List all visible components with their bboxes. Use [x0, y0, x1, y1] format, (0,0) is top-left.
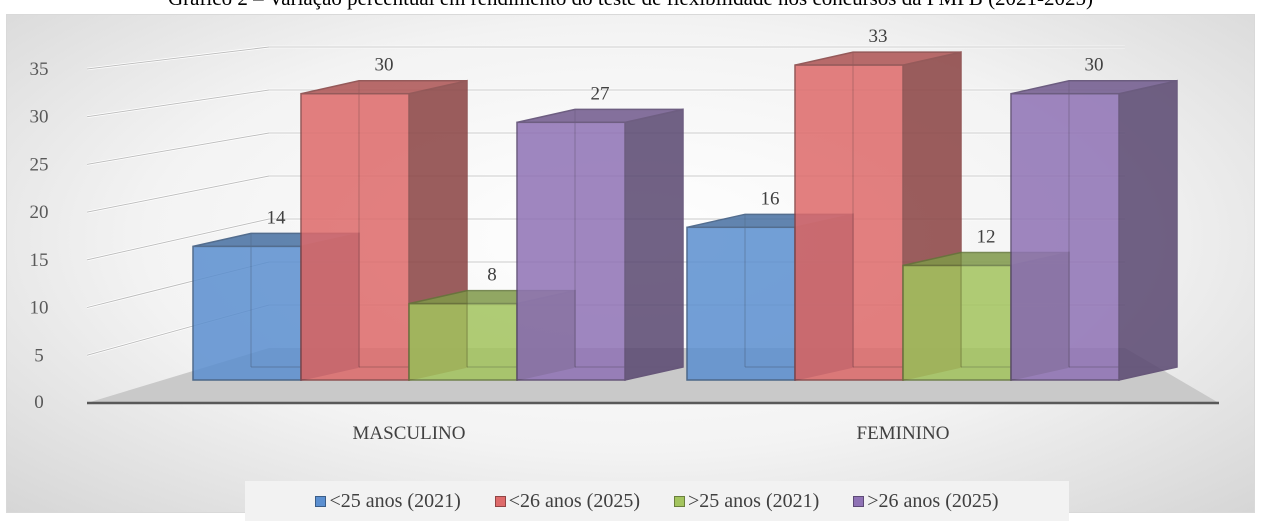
gridline-side [86, 89, 270, 118]
data-label: 30 [1085, 55, 1104, 76]
gridline-side [86, 218, 270, 261]
x-tick-label: MASCULINO [353, 423, 466, 444]
gridline-side [86, 132, 270, 165]
bar [516, 108, 684, 381]
bar-front [686, 226, 796, 381]
data-label: 16 [761, 188, 780, 209]
legend-swatch [674, 495, 685, 507]
legend-label: >26 anos (2025) [867, 489, 999, 512]
bar-front [192, 245, 302, 381]
bar-side [624, 108, 684, 381]
data-label: 30 [375, 55, 394, 76]
legend: <25 anos (2021) <26 anos (2025) >25 anos… [245, 481, 1069, 521]
y-tick-label: 15 [30, 250, 49, 271]
bar [1010, 79, 1178, 381]
legend-label: <25 anos (2021) [329, 489, 461, 512]
legend-label: <26 anos (2025) [508, 489, 640, 512]
y-tick-label: 30 [30, 107, 49, 128]
data-label: 12 [977, 226, 996, 247]
legend-label: >25 anos (2021) [688, 489, 820, 512]
bar-front [516, 121, 626, 381]
data-label: 33 [869, 26, 888, 47]
bar-side [1118, 79, 1178, 381]
y-tick-label: 10 [30, 298, 49, 319]
bar-front [408, 302, 518, 381]
legend-swatch [315, 495, 327, 507]
bar-front [902, 264, 1012, 381]
legend-item[interactable]: >26 anos (2025) [853, 489, 999, 513]
y-tick-label: 35 [30, 59, 49, 80]
gridline-side [86, 175, 270, 213]
legend-item[interactable]: >25 anos (2021) [674, 490, 819, 513]
y-tick-label: 0 [34, 392, 44, 413]
chart-plot: 0 5 10 15 20 25 30 35 14 30 8 27 MASCULINO 16 33 12 30 FE… [30, 26, 1219, 444]
legend-swatch [853, 495, 865, 507]
data-label: 27 [591, 83, 610, 104]
legend-item[interactable]: <26 anos (2025) [494, 489, 640, 513]
bar-front [300, 92, 410, 381]
bar-front [1010, 92, 1120, 381]
chart-area: 0 5 10 15 20 25 30 35 14 30 8 27 MASCULINO 16 33 12 30 FE… [6, 14, 1255, 521]
x-tick-label: FEMININO [857, 423, 950, 444]
chart-title: Gráfico 2 – Variação percentual em rendi… [0, 0, 1261, 11]
data-label: 14 [267, 207, 287, 228]
legend-swatch [494, 495, 506, 507]
legend-item[interactable]: <25 anos (2021) [315, 489, 461, 513]
data-label: 8 [487, 265, 497, 286]
y-tick-label: 20 [30, 202, 49, 223]
bar-front [794, 64, 904, 381]
gridline-side [86, 46, 270, 70]
y-tick-label: 5 [34, 345, 44, 366]
bar [794, 51, 962, 381]
y-tick-label: 25 [30, 154, 49, 175]
